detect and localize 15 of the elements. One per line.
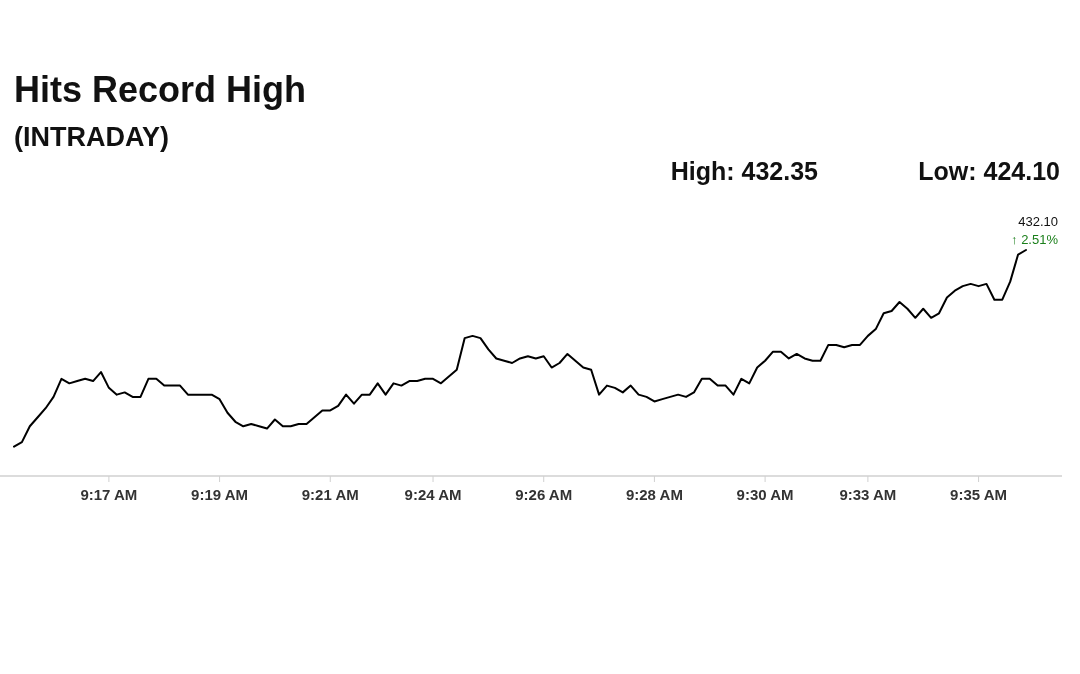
x-tick-label: 9:35 AM <box>950 486 1008 503</box>
text: High: 432.35 <box>670 157 819 185</box>
chart-subtitle: (INTRADAY) <box>14 122 169 152</box>
text: ↑ 2.51% <box>1011 232 1059 247</box>
x-tick-label: 9:30 AM <box>736 486 794 503</box>
x-tick-label: 9:28 AM <box>625 486 683 503</box>
x-tick-label: 9:19 AM <box>191 486 249 503</box>
x-tick-label: 9:24 AM <box>404 486 462 503</box>
chart-title: Hits Record High <box>14 69 307 110</box>
x-tick-label: 9:33 AM <box>839 486 897 503</box>
x-tick-label: 9:17 AM <box>80 486 138 503</box>
text: Low: 424.10 <box>918 157 1060 185</box>
text: 432.10 <box>1018 214 1058 229</box>
x-tick-label: 9:26 AM <box>515 486 573 503</box>
x-tick-label: 9:21 AM <box>301 486 359 503</box>
